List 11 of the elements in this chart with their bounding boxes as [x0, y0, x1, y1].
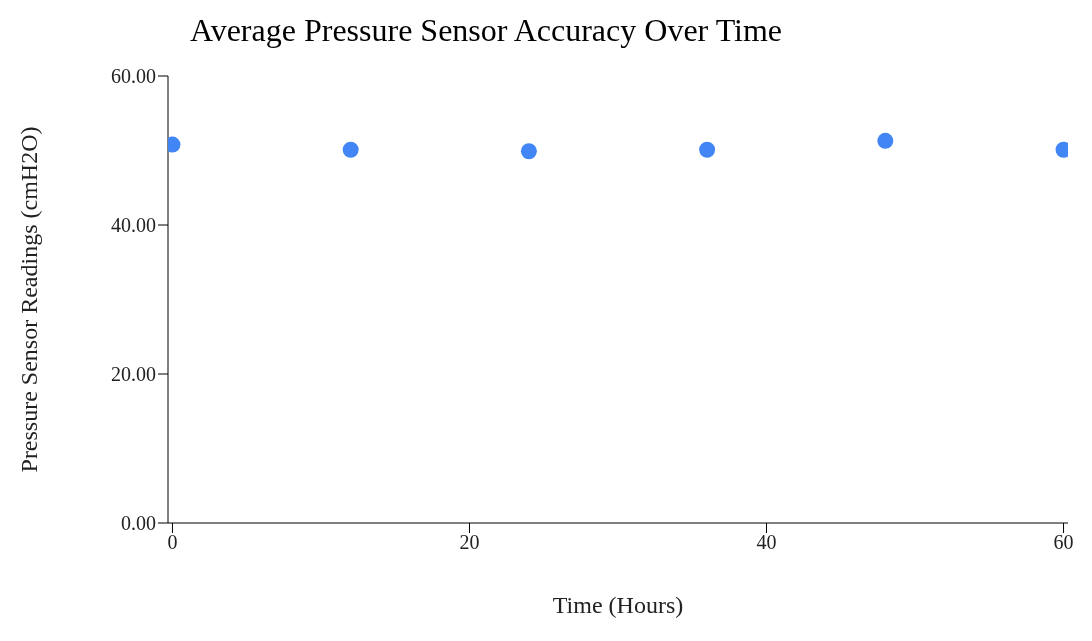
x-tick-label: 20: [459, 531, 480, 554]
y-tick-label: 40.00: [111, 214, 156, 237]
x-tick-label: 0: [167, 531, 178, 554]
x-tick-label: 60: [1053, 531, 1074, 554]
y-axis-title: Pressure Sensor Readings (cmH2O): [15, 126, 42, 473]
y-tick-label: 20.00: [111, 363, 156, 386]
y-tick-label: 60.00: [111, 65, 156, 88]
chart-title: Average Pressure Sensor Accuracy Over Time: [188, 11, 784, 50]
x-tick-label: 40: [756, 531, 777, 554]
y-tick-label: 0.00: [121, 512, 156, 535]
x-axis-title: Time (Hours): [552, 592, 684, 618]
